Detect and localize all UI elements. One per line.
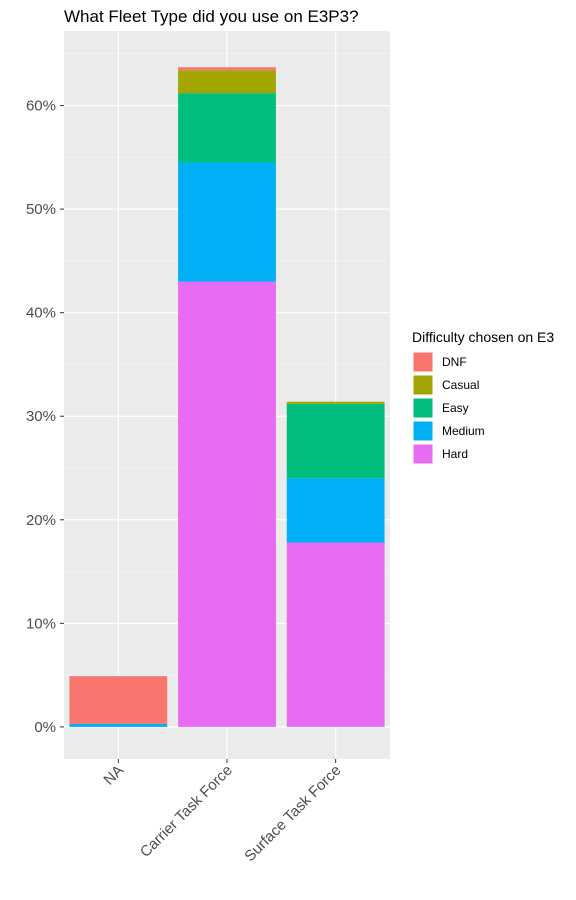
- x-axis: NA Carrier Task Force Surface Task Force: [100, 759, 344, 865]
- legend-label-casual: Casual: [442, 378, 479, 392]
- legend-label-hard: Hard: [442, 447, 468, 461]
- bar-segment-hard: [178, 281, 276, 727]
- legend: Difficulty chosen on E3 DNF Casual Easy Med…: [412, 329, 554, 465]
- legend-key-casual: [412, 374, 434, 396]
- y-axis: 0% 10% 20% 30% 40% 50% 60%: [26, 98, 64, 736]
- y-tick-label: 10%: [26, 615, 56, 632]
- legend-key-hard: [412, 443, 434, 465]
- x-tick-label: Carrier Task Force: [137, 762, 236, 861]
- y-tick-label: 50%: [26, 201, 56, 218]
- bar-segment-casual: [178, 70, 276, 94]
- legend-label-dnf: DNF: [442, 355, 467, 369]
- bar-segment-medium: [178, 162, 276, 282]
- y-tick-label: 30%: [26, 408, 56, 425]
- bar-segment-dnf: [178, 67, 276, 71]
- y-tick-label: 60%: [26, 98, 56, 115]
- bar-segment-easy: [178, 93, 276, 163]
- legend-label-easy: Easy: [442, 401, 469, 415]
- y-tick-label: 0%: [34, 719, 56, 736]
- bar-segment-casual: [286, 401, 385, 404]
- legend-label-medium: Medium: [442, 424, 485, 438]
- y-tick-label: 20%: [26, 512, 56, 529]
- legend-key-medium: [412, 420, 434, 442]
- legend-key-dnf: [412, 351, 434, 373]
- chart-title: What Fleet Type did you use on E3P3?: [64, 7, 359, 26]
- bar-segment-easy: [286, 403, 385, 479]
- bar-segment-medium: [286, 478, 385, 543]
- x-tick-label: NA: [100, 762, 127, 789]
- y-tick-label: 40%: [26, 305, 56, 322]
- x-tick-label: Surface Task Force: [241, 762, 344, 865]
- bar-segment-medium: [69, 723, 168, 727]
- legend-title: Difficulty chosen on E3: [412, 329, 554, 345]
- bar-segment-hard: [286, 542, 385, 727]
- bar-segment-dnf: [69, 676, 168, 724]
- legend-key-easy: [412, 397, 434, 419]
- bars: [69, 67, 385, 727]
